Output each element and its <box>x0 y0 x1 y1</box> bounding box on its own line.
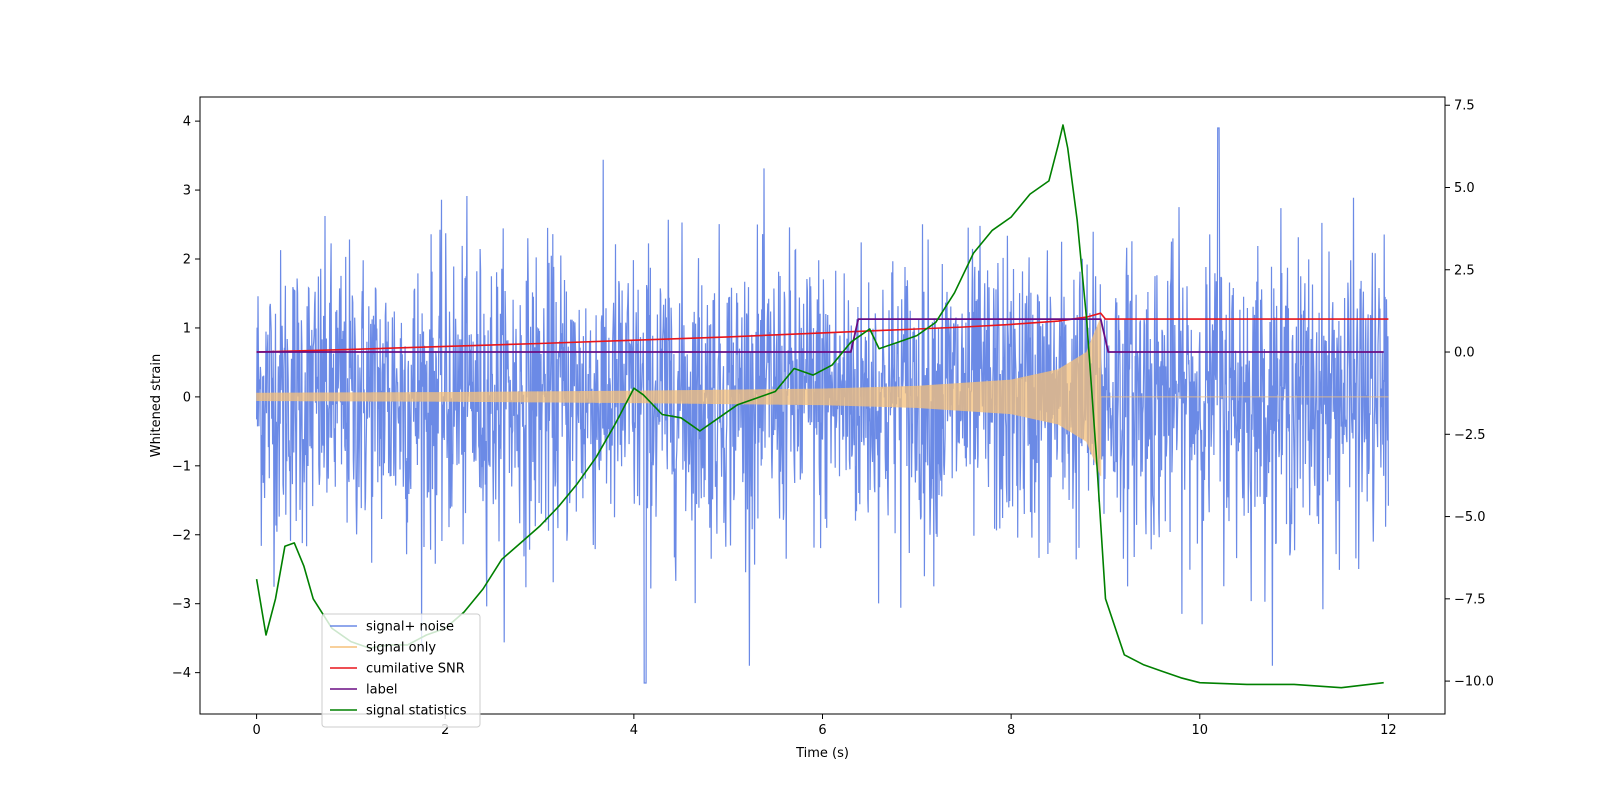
y-tick-label: −3 <box>172 597 191 612</box>
x-tick-label: 2 <box>441 723 449 738</box>
x-tick-label: 4 <box>630 723 638 738</box>
legend-box <box>321 613 481 728</box>
axes: Time (s) Whitened strain 0 2 4 6 8 10 12−4−3−2… <box>149 96 1494 761</box>
legend-entry: signal+ noise <box>366 620 454 635</box>
y-tick-label: 4 <box>183 115 191 130</box>
y2-tick-label: 2.5 <box>1454 263 1475 278</box>
legend-entry: label <box>366 683 397 698</box>
y-tick-label: −2 <box>172 528 191 543</box>
series-cumulative-snr-line <box>256 312 1389 353</box>
y2-tick-label: 7.5 <box>1454 99 1475 114</box>
y2-tick-label: 5.0 <box>1454 181 1475 196</box>
x-tick-label: 0 <box>252 723 260 738</box>
x-tick-label: 6 <box>818 723 826 738</box>
y-tick-label: 2 <box>183 253 191 268</box>
x-tick-label: 8 <box>1007 723 1015 738</box>
y-tick-label: 3 <box>183 184 191 199</box>
y-tick-label: −1 <box>172 459 191 474</box>
series-signal-noise-line <box>256 127 1389 684</box>
legend: signal+ noise signal only cumilative SNR la… <box>321 613 481 728</box>
y-axis-label: Whitened strain <box>149 354 164 457</box>
legend-entry: signal statistics <box>366 704 467 719</box>
y2-tick-label: 0.0 <box>1454 346 1475 361</box>
y2-tick-label: −2.5 <box>1454 428 1486 443</box>
plot-area <box>255 124 1389 689</box>
y2-tick-label: −7.5 <box>1454 592 1486 607</box>
x-axis-label: Time (s) <box>795 746 849 761</box>
y-tick-label: 1 <box>183 321 191 336</box>
y-tick-label: −4 <box>172 666 191 681</box>
y2-tick-label: −5.0 <box>1454 510 1486 525</box>
x-tick-label: 12 <box>1380 723 1397 738</box>
y2-tick-label: −10.0 <box>1454 675 1494 690</box>
legend-entry: signal only <box>366 641 436 656</box>
series-label-line <box>256 318 1384 353</box>
series-signal-only-line <box>256 318 1389 477</box>
legend-entry: cumilative SNR <box>366 662 465 677</box>
x-tick-label: 10 <box>1191 723 1208 738</box>
y-tick-label: 0 <box>183 390 191 405</box>
